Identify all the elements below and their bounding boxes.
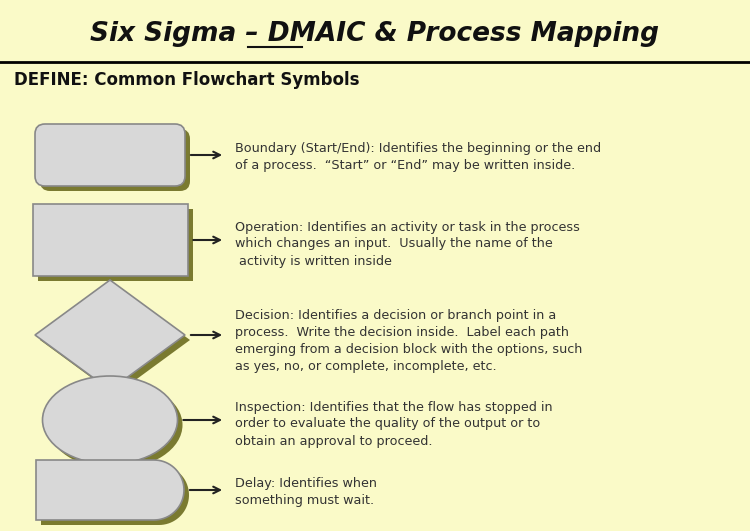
Text: Six Sigma – DMAIC & Process Mapping: Six Sigma – DMAIC & Process Mapping (91, 21, 659, 47)
Text: DEFINE: Common Flowchart Symbols: DEFINE: Common Flowchart Symbols (14, 71, 359, 89)
Text: Inspection: Identifies that the flow has stopped in
order to evaluate the qualit: Inspection: Identifies that the flow has… (235, 400, 553, 448)
Text: Delay: Identifies when
something must wait.: Delay: Identifies when something must wa… (235, 477, 377, 507)
Ellipse shape (47, 381, 182, 469)
Polygon shape (36, 460, 184, 520)
Polygon shape (35, 280, 185, 390)
Text: Boundary (Start/End): Identifies the beginning or the end
of a process.  “Start”: Boundary (Start/End): Identifies the beg… (235, 142, 602, 172)
Bar (32, 204, 188, 276)
Text: Decision: Identifies a decision or branch point in a
process.  Write the decisio: Decision: Identifies a decision or branc… (235, 309, 582, 373)
Polygon shape (40, 285, 190, 395)
Text: Operation: Identifies an activity or task in the process
which changes an input.: Operation: Identifies an activity or tas… (235, 220, 580, 268)
Polygon shape (41, 465, 189, 525)
FancyBboxPatch shape (35, 124, 185, 186)
Ellipse shape (43, 376, 178, 464)
Bar (38, 209, 193, 281)
FancyBboxPatch shape (40, 129, 190, 191)
